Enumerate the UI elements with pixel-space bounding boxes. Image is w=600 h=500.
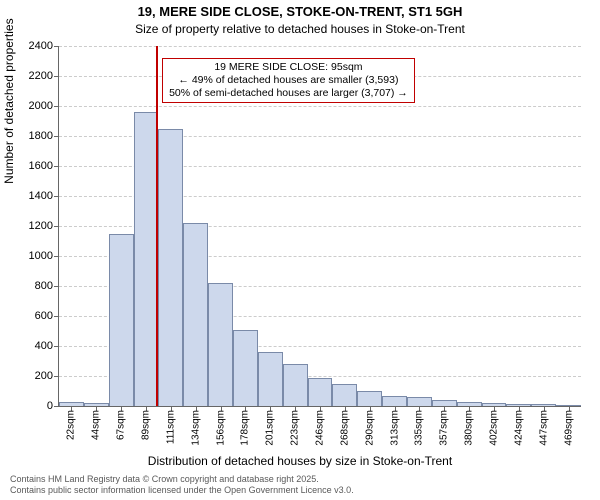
xtick-label: 89sqm — [141, 406, 152, 440]
xtick-label: 67sqm — [116, 406, 127, 440]
ytick-label: 1800 — [29, 130, 59, 142]
xtick-label: 290sqm — [364, 406, 375, 446]
annotation-box: 19 MERE SIDE CLOSE: 95sqm ← 49% of detac… — [162, 58, 415, 103]
plot-area: 0200400600800100012001400160018002000220… — [58, 46, 581, 407]
xtick-label: 313sqm — [389, 406, 400, 446]
xtick-label: 447sqm — [538, 406, 549, 446]
marker-line — [156, 46, 158, 406]
xtick-label: 223sqm — [290, 406, 301, 446]
xtick-label: 246sqm — [315, 406, 326, 446]
xtick-label: 178sqm — [240, 406, 251, 446]
ytick-label: 1400 — [29, 190, 59, 202]
histogram-bar — [407, 397, 432, 406]
xtick-label: 380sqm — [464, 406, 475, 446]
histogram-bar — [233, 330, 258, 407]
ytick-label: 400 — [35, 340, 59, 352]
xtick-label: 44sqm — [91, 406, 102, 440]
annotation-line2: ← 49% of detached houses are smaller (3,… — [169, 74, 408, 87]
xtick-label: 357sqm — [439, 406, 450, 446]
annotation-line1: 19 MERE SIDE CLOSE: 95sqm — [169, 61, 408, 74]
histogram-bar — [109, 234, 134, 407]
histogram-bar — [332, 384, 357, 407]
y-axis-label: Number of detached properties — [2, 18, 16, 183]
ytick-label: 2200 — [29, 70, 59, 82]
ytick-label: 1000 — [29, 250, 59, 262]
x-axis-label: Distribution of detached houses by size … — [0, 454, 600, 468]
histogram-bar — [283, 364, 308, 406]
histogram-bar — [308, 378, 333, 407]
histogram-bar — [183, 223, 208, 406]
ytick-label: 0 — [47, 400, 59, 412]
xtick-label: 134sqm — [190, 406, 201, 446]
histogram-bar — [208, 283, 233, 406]
histogram-bar — [258, 352, 283, 406]
ytick-label: 2000 — [29, 100, 59, 112]
ytick-label: 600 — [35, 310, 59, 322]
chart-title-main: 19, MERE SIDE CLOSE, STOKE-ON-TRENT, ST1… — [0, 4, 600, 19]
histogram-bar — [158, 129, 183, 407]
xtick-label: 111sqm — [165, 406, 176, 444]
histogram-bar — [357, 391, 382, 406]
xtick-label: 156sqm — [215, 406, 226, 446]
footer-line2: Contains public sector information licen… — [10, 485, 354, 496]
xtick-label: 469sqm — [563, 406, 574, 446]
ytick-label: 2400 — [29, 40, 59, 52]
ytick-label: 1200 — [29, 220, 59, 232]
histogram-chart: 19, MERE SIDE CLOSE, STOKE-ON-TRENT, ST1… — [0, 0, 600, 500]
xtick-label: 424sqm — [513, 406, 524, 446]
ytick-label: 200 — [35, 370, 59, 382]
chart-footer: Contains HM Land Registry data © Crown c… — [10, 474, 354, 496]
xtick-label: 22sqm — [66, 406, 77, 440]
xtick-label: 335sqm — [414, 406, 425, 446]
ytick-label: 1600 — [29, 160, 59, 172]
ytick-label: 800 — [35, 280, 59, 292]
histogram-bar — [134, 112, 159, 406]
footer-line1: Contains HM Land Registry data © Crown c… — [10, 474, 354, 485]
xtick-label: 402sqm — [489, 406, 500, 446]
histogram-bar — [382, 396, 407, 407]
chart-title-sub: Size of property relative to detached ho… — [0, 22, 600, 36]
xtick-label: 201sqm — [265, 406, 276, 446]
xtick-label: 268sqm — [339, 406, 350, 446]
annotation-line3: 50% of semi-detached houses are larger (… — [169, 87, 408, 100]
